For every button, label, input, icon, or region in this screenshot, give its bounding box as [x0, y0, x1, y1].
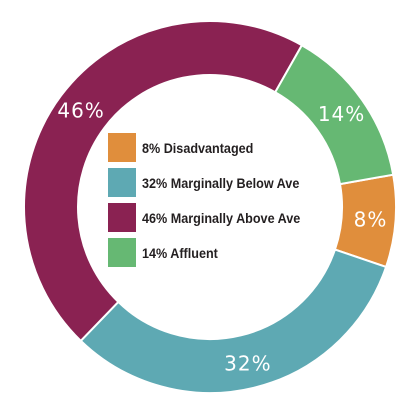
slice-marginally-above-ave	[23, 20, 304, 343]
legend: 8% Disadvantaged 32% Marginally Below Av…	[108, 133, 318, 267]
legend-swatch	[108, 168, 136, 197]
slice-labels: 8% 32% 46% 14%	[57, 99, 388, 376]
legend-label: 14% Affluent	[142, 244, 218, 261]
legend-label: 32% Marginally Below Ave	[142, 174, 300, 191]
legend-swatch	[108, 238, 136, 267]
slice-label-disadvantaged: 8%	[354, 207, 388, 231]
slice-marginally-below-ave	[79, 248, 388, 394]
legend-swatch	[108, 203, 136, 232]
legend-item-affluent: 14% Affluent	[108, 238, 318, 267]
legend-swatch	[108, 133, 136, 162]
donut-slices	[23, 20, 397, 394]
legend-label: 46% Marginally Above Ave	[142, 209, 301, 226]
legend-item-disadvantaged: 8% Disadvantaged	[108, 133, 318, 162]
slice-affluent	[273, 43, 395, 186]
slice-label-marginally-below-ave: 32%	[224, 351, 271, 375]
legend-item-marginally-below-ave: 32% Marginally Below Ave	[108, 168, 318, 197]
slice-label-marginally-above-ave: 46%	[57, 99, 104, 123]
legend-label: 8% Disadvantaged	[142, 139, 254, 156]
legend-item-marginally-above-ave: 46% Marginally Above Ave	[108, 203, 318, 232]
slice-label-affluent: 14%	[318, 102, 365, 126]
